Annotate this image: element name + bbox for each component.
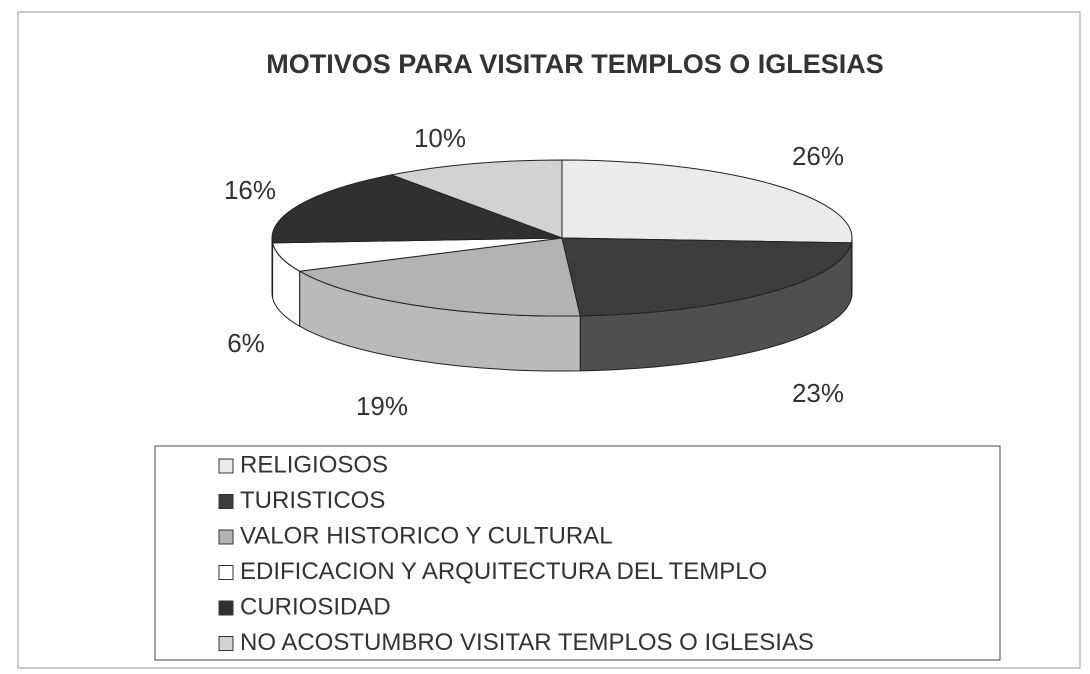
legend-label: TURISTICOS: [240, 487, 385, 514]
data-label: 10%: [414, 123, 466, 153]
slice: [561, 159, 853, 244]
legend-swatch: [218, 565, 234, 580]
data-label: 26%: [792, 141, 844, 171]
legend-label: VALOR HISTORICO Y CULTURAL: [240, 522, 613, 549]
slice: [298, 237, 581, 317]
slice: [271, 174, 563, 244]
slice: [561, 237, 853, 317]
legend-label: CURIOSIDAD: [240, 593, 391, 620]
slice: [389, 159, 563, 239]
legend-label: EDIFICACION Y ARQUITECTURA DEL TEMPLO: [240, 558, 767, 585]
data-label: 16%: [224, 175, 276, 205]
legend-label: NO ACOSTUMBRO VISITAR TEMPLOS O IGLESIAS: [240, 629, 814, 656]
chart-title: MOTIVOS PARA VISITAR TEMPLOS O IGLESIAS: [266, 49, 884, 79]
legend-swatch: [218, 600, 234, 616]
data-label: 23%: [792, 378, 844, 408]
slice-side: [271, 237, 274, 299]
legend-swatch: [218, 636, 234, 651]
legend-swatch: [218, 529, 234, 545]
legend-swatch: [218, 494, 234, 509]
legend-box: [154, 445, 1001, 661]
legend-label: RELIGIOSOS: [240, 451, 388, 478]
data-label: 19%: [356, 391, 408, 421]
data-label: 6%: [227, 328, 265, 358]
legend-swatch: [218, 458, 234, 474]
